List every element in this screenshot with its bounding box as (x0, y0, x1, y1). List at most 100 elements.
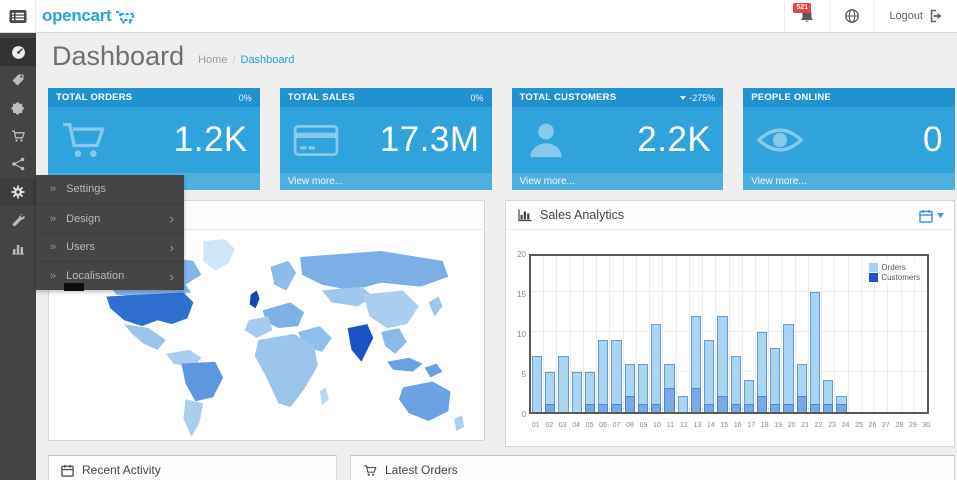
chart-column (875, 256, 889, 412)
chart-column (756, 256, 770, 412)
menu-toggle-button[interactable] (0, 0, 36, 32)
customers-bar (651, 404, 662, 412)
tile-title: TOTAL CUSTOMERS (519, 92, 617, 103)
tile-title: PEOPLE ONLINE (751, 92, 831, 103)
x-axis-tick: 02 (545, 422, 554, 429)
chart-column (624, 256, 637, 412)
submenu-item-settings[interactable]: » Settings (36, 175, 184, 204)
breadcrumb-home[interactable]: Home (198, 54, 228, 66)
gridline (531, 371, 927, 372)
tile-header: TOTAL CUSTOMERS -275% (511, 88, 724, 107)
orders-bar (637, 364, 649, 412)
view-more-link[interactable]: View more... (751, 176, 807, 187)
view-more-link[interactable]: View more... (519, 176, 575, 187)
x-axis-tick: 29 (908, 422, 917, 429)
sidebar-item-marketing[interactable] (0, 150, 36, 178)
legend-label: Orders (881, 263, 906, 272)
submenu-item-users[interactable]: » Users › (36, 232, 184, 262)
chevron-right-icon: › (169, 268, 174, 284)
orders-bar (624, 364, 635, 412)
sidebar-item-dashboard[interactable] (0, 38, 36, 66)
chart-column (544, 256, 558, 412)
logout-label: Logout (889, 10, 923, 22)
caret-down-icon (680, 95, 687, 100)
chart-column (557, 256, 571, 412)
sidebar (0, 33, 36, 480)
tile-total-sales: TOTAL SALES 0% 17.3M View more... (279, 88, 492, 190)
customers-bar (584, 404, 596, 412)
legend-label: Customers (881, 273, 920, 282)
chart-column (769, 256, 783, 412)
storefront-button[interactable] (829, 0, 874, 32)
chart-x-labels: 01 02 03 04 05 06 07 08 09 10 11 12 13 14 15 16 17 18 19 20… (529, 422, 933, 429)
submenu-item-design[interactable]: » Design › (36, 203, 184, 233)
main-content: Dashboard Home / Dashboard TOTAL ORDERS … (48, 33, 955, 480)
tile-change: 0% (470, 92, 484, 103)
tile-value: 1.2K (173, 120, 248, 159)
customers-bar (836, 404, 847, 412)
breadcrumb-current[interactable]: Dashboard (240, 54, 295, 66)
x-axis-tick: 21 (801, 422, 809, 429)
legend-swatch (869, 273, 879, 282)
chevron-double-right-icon: » (50, 270, 57, 283)
x-axis-tick: 05 (585, 422, 594, 429)
x-axis-tick: 15 (720, 422, 729, 429)
x-axis-tick: 19 (774, 422, 783, 429)
customers-bar (770, 404, 781, 412)
customers-bar (730, 404, 741, 412)
x-axis-tick: 07 (612, 422, 621, 429)
logo-text: opencart (42, 6, 112, 25)
customers-bar (611, 404, 622, 412)
x-axis-tick: 03 (558, 422, 567, 429)
chart-column (584, 256, 598, 412)
y-axis-tick: 15 (517, 290, 526, 299)
notifications-button[interactable]: 521 (784, 0, 829, 32)
opencart-logo[interactable]: opencart (42, 0, 137, 32)
chart-range-button[interactable] (919, 201, 944, 230)
x-axis-tick: 26 (868, 422, 877, 429)
sidebar-item-reports[interactable] (0, 234, 36, 262)
puzzle-icon (11, 101, 25, 115)
customers-bar (624, 396, 635, 412)
eye-icon (756, 124, 804, 156)
y-axis-tick: 20 (517, 250, 526, 259)
x-axis-tick: 06 (599, 422, 607, 429)
orders-bar (743, 380, 754, 412)
y-axis-tick: 0 (521, 410, 526, 419)
submenu-item-localisation[interactable]: » Localisation › (36, 261, 184, 290)
recent-activity-panel: Recent Activity (48, 455, 337, 480)
customers-bar (823, 404, 834, 412)
chart-column (782, 256, 796, 412)
tile-body: 1.2K (48, 107, 260, 173)
recent-activity-header: Recent Activity (49, 456, 336, 480)
tile-value: 17.3M (379, 120, 480, 159)
tile-footer: View more... (279, 173, 492, 190)
x-axis-tick: 27 (882, 422, 890, 429)
view-more-link[interactable]: View more... (287, 176, 344, 187)
bar-chart-icon (11, 241, 25, 255)
cart-icon (11, 129, 25, 143)
tile-footer: View more... (743, 173, 955, 190)
logout-button[interactable]: Logout (874, 0, 957, 32)
sidebar-item-catalog[interactable] (0, 66, 36, 94)
x-axis-tick: 13 (693, 422, 702, 429)
orders-bar (558, 356, 569, 412)
panel-title: Recent Activity (82, 463, 161, 477)
globe-icon (844, 8, 860, 24)
orders-bar (730, 356, 741, 412)
menu-icon (9, 9, 27, 24)
sidebar-item-tools[interactable] (0, 206, 36, 234)
x-axis-tick: 25 (855, 422, 863, 429)
chart-column (809, 256, 823, 412)
sidebar-item-sales[interactable] (0, 122, 36, 150)
system-submenu: » Settings » Design › » Users › » Locali… (36, 175, 184, 290)
x-axis-tick: 18 (760, 422, 769, 429)
sidebar-item-system[interactable] (0, 178, 36, 206)
sidebar-item-extensions[interactable] (0, 94, 36, 122)
chevron-double-right-icon: » (50, 212, 57, 225)
customers-bar (756, 396, 768, 412)
x-axis-tick: 09 (639, 422, 648, 429)
chart-column (690, 256, 704, 412)
legend-item: Customers (869, 273, 920, 282)
chart-column (677, 256, 690, 412)
